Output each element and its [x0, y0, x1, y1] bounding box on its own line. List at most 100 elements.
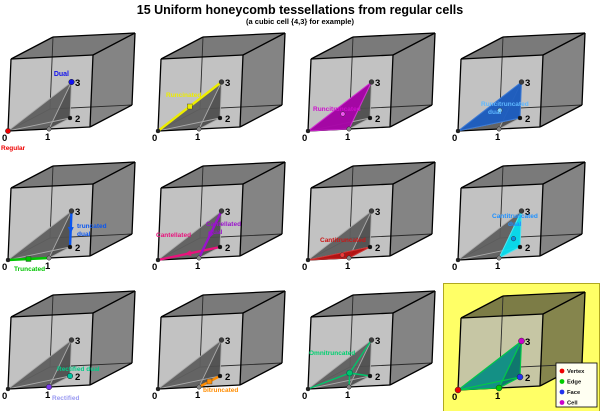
point-2-dot — [517, 244, 523, 250]
cube-hidden-edge — [499, 36, 504, 110]
runcitruncated-dual-label: Runcitruncated — [481, 101, 529, 108]
corner-label-1: 1 — [195, 261, 201, 272]
cell-truncated-pair: 0 1 2 3 Truncated truncated dual — [0, 154, 150, 283]
legend-box: Vertex Edge Face Cell — [555, 362, 598, 408]
cube-top-face — [311, 33, 435, 59]
point-0-dot — [455, 128, 461, 134]
corner-label-3: 3 — [525, 78, 530, 89]
cube-hidden-edge — [49, 294, 54, 368]
cube-outline — [457, 32, 586, 132]
cube-hidden-edge — [349, 165, 354, 239]
cell-omnitruncated: 0 1 2 3 Omnitruncated — [300, 283, 450, 411]
corner-label-2: 2 — [375, 372, 380, 383]
point-0-dot — [5, 386, 11, 392]
point-3-dot — [68, 337, 75, 343]
cube-right-face — [90, 33, 135, 127]
cube-right-face — [390, 33, 435, 127]
truncated-pair-label: dual — [77, 231, 91, 238]
point-1-dot — [196, 255, 202, 261]
corner-label-2: 2 — [525, 373, 530, 384]
runcitruncated-dual-marker-dot — [497, 107, 503, 113]
point-2-dot — [217, 373, 223, 379]
point-0-dot — [155, 257, 161, 263]
corner-label-1: 1 — [495, 261, 501, 272]
corner-label-2: 2 — [225, 372, 230, 383]
runcitruncated-dual-label: dual — [488, 109, 502, 116]
omnitruncated-label: Omnitruncated — [309, 350, 355, 357]
truncated-pair-marker — [25, 256, 32, 262]
corner-label-2: 2 — [225, 114, 230, 125]
fundamental-tetrahedron — [157, 339, 222, 390]
corner-label-0: 0 — [2, 391, 7, 402]
cell-regular-dual: 0 1 2 3 Dual Regular — [0, 25, 150, 154]
cantitruncated-dual-label: Cantitruncated — [492, 213, 538, 220]
point-3-dot — [518, 79, 525, 85]
cantitruncated-dual-marker-dot — [510, 236, 517, 242]
cube-top-face — [311, 291, 435, 317]
cube-diagram-bitruncated: 0 1 2 3 bitruncated — [152, 290, 286, 402]
omnitruncated-center-dot — [346, 369, 353, 377]
legend-dot-edge — [559, 379, 565, 384]
corner-label-3: 3 — [375, 336, 380, 347]
corner-label-0: 0 — [302, 262, 307, 273]
cell-bitruncated: 0 1 2 3 bitruncated — [150, 283, 300, 411]
cube-outline — [157, 290, 286, 390]
point-0-dot — [5, 257, 11, 263]
corner-label-3: 3 — [525, 337, 530, 348]
point-3-dot — [368, 337, 375, 343]
corner-label-3: 3 — [375, 207, 380, 218]
point-2-dot — [217, 244, 223, 250]
fundamental-domain-key-tetra-edge — [457, 376, 521, 391]
point-2-dot — [67, 115, 73, 121]
legend-label: Face — [567, 390, 581, 396]
cantitruncated-dual-triangle — [497, 210, 522, 260]
point-2-dot — [367, 115, 373, 121]
cell-cantellated-pair: 0 1 2 3 Cantellated Cantellated dual — [150, 154, 300, 283]
legend-label: Edge — [567, 380, 582, 386]
bitruncated-marker — [206, 378, 213, 385]
cantellated-pair-arrow-marker — [184, 250, 192, 257]
cube-right-face — [540, 33, 585, 127]
cube-top-face — [461, 33, 585, 59]
corner-label-0: 0 — [152, 262, 157, 273]
cube-hidden-edge — [349, 36, 354, 110]
corner-label-2: 2 — [375, 114, 380, 125]
fundamental-domain-key-tetra-edge — [457, 340, 522, 391]
runcinated-label: Runcinated — [166, 92, 201, 99]
corner-label-0: 0 — [152, 391, 157, 402]
cell-cantitruncated: 0 1 2 3 Cantitruncated — [300, 154, 450, 283]
cantellated-pair-label: Cantellated — [206, 221, 241, 228]
figure-subtitle: (a cubic cell {4,3} for example) — [246, 17, 354, 26]
cube-top-face — [11, 162, 135, 188]
cube-top-face — [161, 162, 285, 188]
legend-dot-vertex — [559, 368, 565, 374]
point-3-dot — [518, 208, 525, 214]
cube-top-face — [461, 162, 585, 188]
cube-right-face — [90, 162, 135, 256]
cantellated-pair-label: Cantellated — [156, 232, 191, 239]
corner-label-3: 3 — [75, 336, 80, 347]
corner-label-1: 1 — [495, 391, 501, 402]
point-1-dot — [346, 384, 352, 390]
regular-dual-label: Dual — [54, 71, 69, 78]
cube-diagram-regular-dual: 0 1 2 3 Dual Regular — [1, 32, 136, 152]
omnitruncated-ray — [307, 372, 350, 390]
cube-diagram-rectified-pair: 0 1 2 3 Rectified Rectified dual — [2, 290, 136, 402]
cube-top-face — [311, 162, 435, 188]
corner-label-0: 0 — [452, 133, 457, 144]
point-0-dot — [5, 128, 11, 134]
corner-label-0: 0 — [302, 391, 307, 402]
corner-label-0: 0 — [302, 133, 307, 144]
corner-label-1: 1 — [345, 261, 351, 272]
point-0-dot — [155, 128, 161, 134]
corner-label-3: 3 — [225, 336, 230, 347]
point-0-dot — [305, 257, 311, 263]
corner-label-1: 1 — [45, 261, 51, 272]
omnitruncated-ray — [349, 372, 371, 377]
point-3-dot — [368, 208, 375, 214]
cube-diagram-fundamental-domain-key: Vertex Edge Face Cell 0 1 2 3 — [452, 291, 598, 408]
cantellated-pair-arrow-marker — [208, 231, 214, 239]
